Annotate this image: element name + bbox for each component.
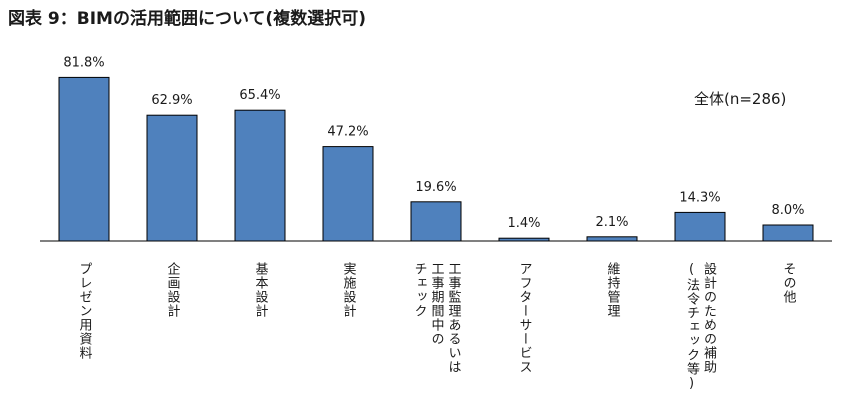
category-label: 基本設計	[253, 262, 269, 318]
value-label: 1.4%	[507, 216, 540, 231]
value-label: 14.3%	[679, 190, 720, 205]
value-label: 81.8%	[63, 55, 104, 70]
category-label: チェック	[412, 262, 427, 318]
bar	[234, 109, 286, 242]
bar	[58, 76, 110, 242]
category-label: 設計のための補助	[701, 261, 717, 374]
value-label: 65.4%	[239, 88, 280, 103]
bar	[762, 224, 814, 242]
bar	[322, 146, 374, 242]
bar	[410, 201, 462, 242]
category-label: プレゼン用資料	[77, 262, 93, 360]
sample-size-note: 全体(n=286)	[694, 90, 787, 108]
value-label: 2.1%	[595, 215, 628, 230]
category-label: 工事監理あるいは	[446, 262, 462, 374]
chart-title: 図表 9：BIMの活用範囲について(複数選択可)	[8, 9, 366, 29]
bar	[498, 237, 550, 242]
category-label: (法令チェック等)	[684, 262, 700, 392]
bar	[586, 236, 638, 242]
category-label: 実施設計	[341, 261, 357, 318]
value-label: 8.0%	[771, 203, 804, 218]
category-label: 工事期間中の	[429, 262, 445, 346]
bar	[674, 211, 726, 242]
bar	[146, 114, 198, 242]
value-label: 47.2%	[327, 125, 368, 140]
category-label: アフターサービス	[517, 262, 532, 374]
category-label: その他	[781, 262, 797, 304]
value-label: 62.9%	[151, 93, 192, 108]
category-label: 企画設計	[165, 261, 181, 318]
category-label: 維持管理	[605, 262, 621, 318]
value-label: 19.6%	[415, 180, 456, 195]
